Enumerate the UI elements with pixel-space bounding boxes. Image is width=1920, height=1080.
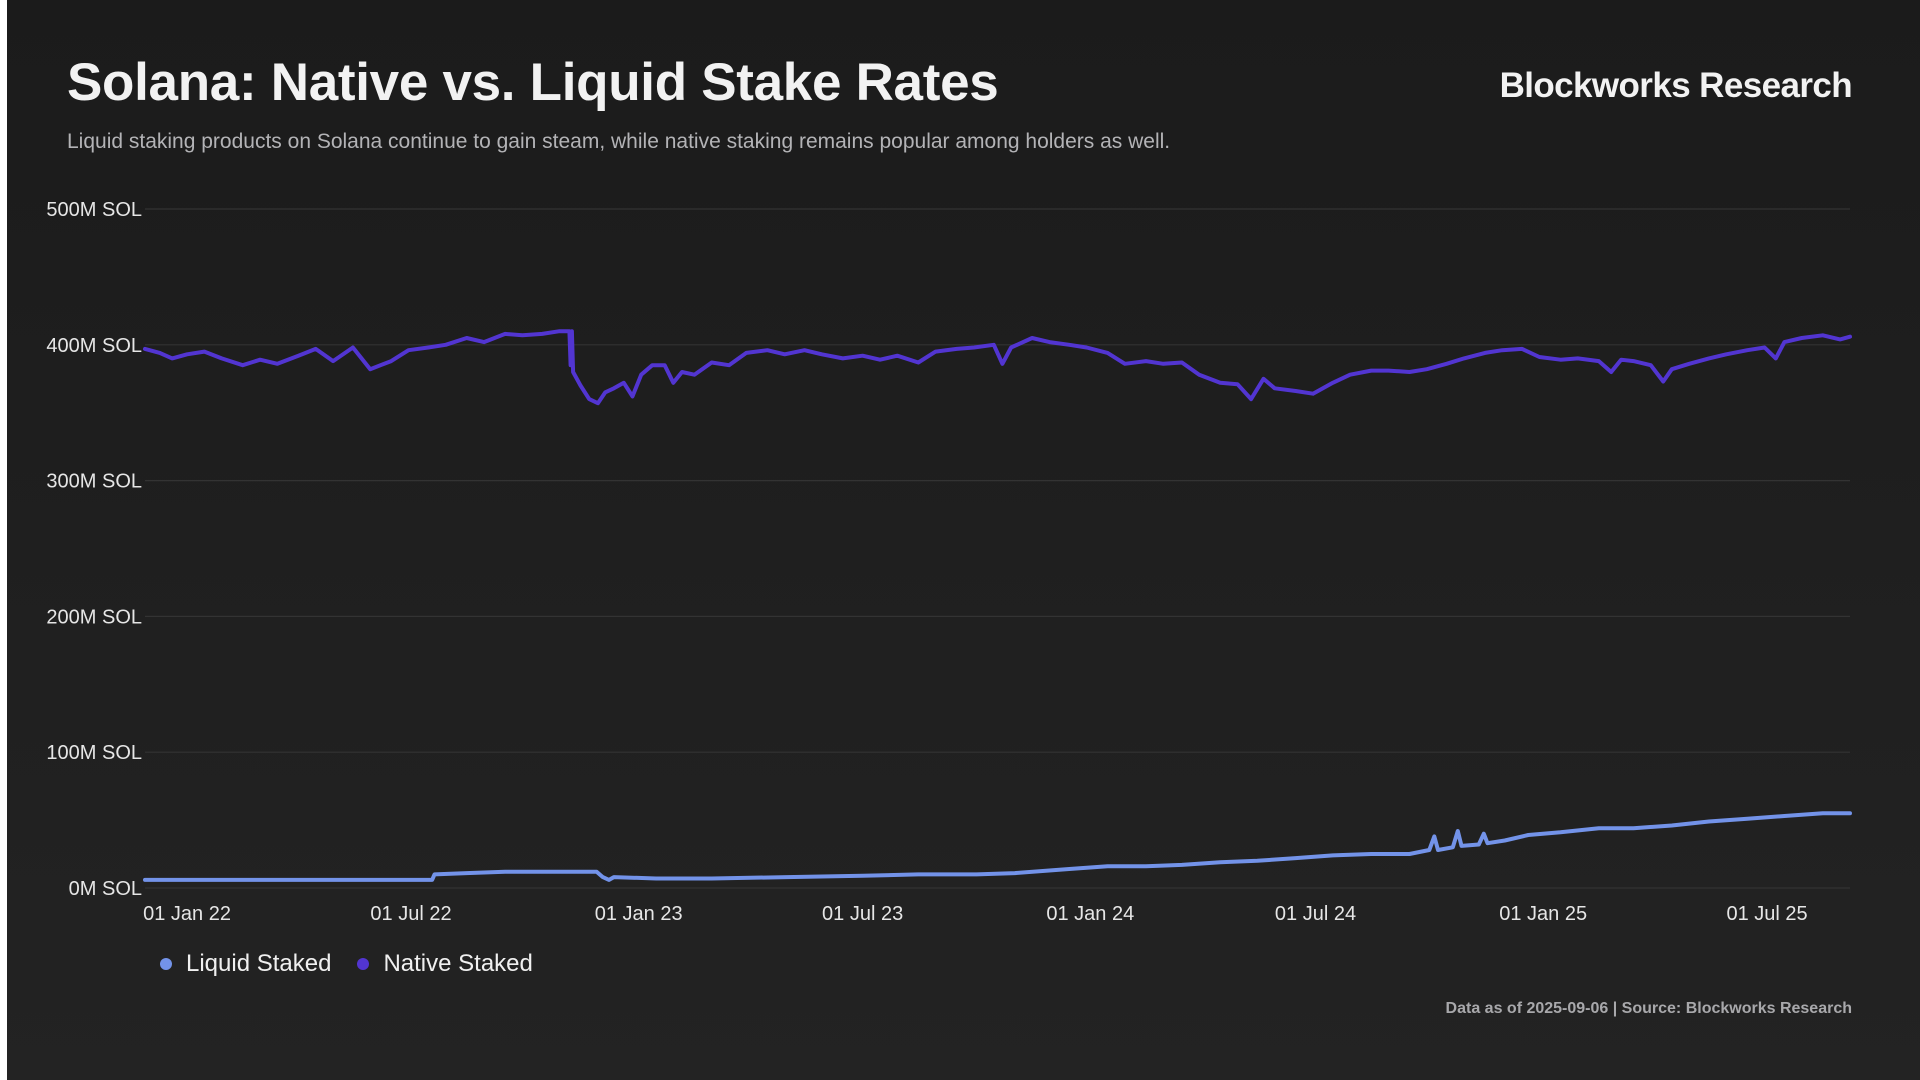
y-tick-label: 200M SOL — [46, 606, 142, 628]
x-tick-label: 01 Jul 22 — [370, 903, 451, 925]
chart-subtitle: Liquid staking products on Solana contin… — [67, 130, 1171, 153]
x-tick-label: 01 Jan 22 — [143, 903, 231, 925]
series-line-liquid-staked — [143, 811, 1852, 882]
brand-logo-text: Blockworks Research — [1499, 66, 1853, 105]
source-note: Data as of 2025-09-06 | Source: Blockwor… — [1445, 1000, 1852, 1017]
series-layer — [143, 329, 1852, 882]
x-axis-ticks: 01 Jan 22 01 Jul 22 01 Jan 23 01 Jul 23 01 J… — [143, 903, 1808, 925]
y-tick-label: 500M SOL — [46, 199, 142, 221]
legend-label-liquid: Liquid Staked — [186, 950, 332, 977]
y-tick-label: 100M SOL — [46, 742, 142, 764]
legend-item-native-staked[interactable]: Native Staked — [357, 950, 533, 978]
legend-marker-native-icon — [357, 958, 370, 970]
legend-marker-liquid-icon — [160, 958, 172, 970]
y-tick-label: 0M SOL — [69, 878, 142, 900]
x-tick-label: 01 Jul 24 — [1275, 903, 1356, 925]
chart-title: Solana: Native vs. Liquid Stake Rates — [67, 53, 999, 112]
x-tick-label: 01 Jul 23 — [822, 903, 903, 925]
x-tick-label: 01 Jan 23 — [595, 903, 683, 925]
y-axis-ticks: 0M SOL 100M SOL 200M SOL 300M SOL 400M SOL 50… — [46, 199, 142, 900]
series-line-native-staked — [143, 329, 1852, 406]
x-tick-label: 01 Jan 25 — [1499, 903, 1587, 925]
x-tick-label: 01 Jul 25 — [1727, 903, 1808, 925]
legend-label-native: Native Staked — [383, 950, 533, 977]
grid-layer — [145, 208, 1850, 889]
y-tick-label: 400M SOL — [46, 335, 142, 357]
legend-item-liquid-staked[interactable]: Liquid Staked — [160, 950, 331, 978]
y-tick-label: 300M SOL — [46, 471, 142, 493]
legend: Liquid Staked Native Staked — [160, 950, 533, 978]
chart-card — [7, 0, 1920, 1080]
x-tick-label: 01 Jan 24 — [1046, 903, 1134, 925]
